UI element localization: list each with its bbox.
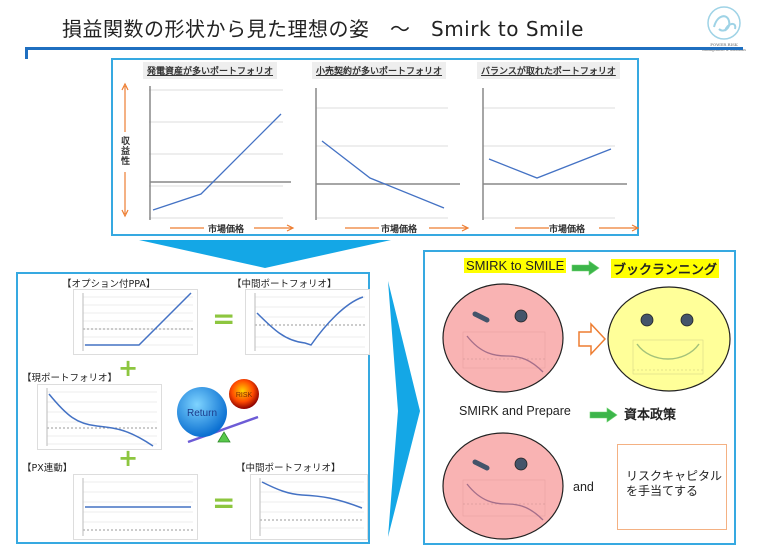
label-px-linked: 【PX連動】 [22,463,73,474]
panel-title-generation: 発電資産が多いポートフォリオ [143,62,278,79]
chart-intermediate-1 [245,289,370,355]
smirk-and-prepare-label: SMIRK and Prepare [459,404,571,418]
portfolio-composition-box: 【オプション付PPA】 【中間ポートフォリオ】 = + 【現ポートフォリオ】 R… [16,272,370,544]
label-intermediate-1: 【中間ポートフォリオ】 [232,279,337,290]
equals-operator-2: = [212,486,236,519]
down-chevron-arrow [139,240,391,268]
smile-face [607,286,731,392]
chart-option-ppa [73,289,198,355]
eye-icon [514,309,528,323]
green-arrow-icon-2 [589,407,618,423]
and-label: and [573,480,594,494]
risk-capital-line2: を手当てする [626,484,699,498]
chart-intermediate-2 [250,474,368,540]
header-divider-tick [25,47,28,59]
right-chevron-arrow [388,281,420,537]
winking-eye-icon [472,459,490,471]
eye-icon [514,457,528,471]
capital-policy-label: 資本政策 [624,408,677,423]
panel-title-retail: 小売契約が多いポートフォリオ [312,62,447,79]
hollow-right-arrow-icon [578,322,607,356]
risk-capital-line1: リスクキャピタル [626,469,723,483]
fulcrum-icon [217,431,231,443]
chart-px-linked [73,474,198,540]
svg-text:POWER RISK: POWER RISK [710,42,739,47]
svg-text:RISK: RISK [236,392,253,399]
equals-operator-1: = [212,302,236,335]
risk-sphere [229,379,259,409]
x-axis-arrow-3 [515,224,640,232]
return-risk-balance-graphic: Return RISK [177,379,259,444]
plus-operator-1: + [118,354,139,382]
smirk-face-1 [442,283,564,393]
plus-operator-2: + [118,444,139,472]
x-axis-label-3: 市場価格 [549,225,586,235]
x-axis-label-1: 市場価格 [208,225,245,235]
x-axis-arrow-1 [170,224,295,232]
x-axis-label-2: 市場価格 [381,225,418,235]
risk-capital-box: リスクキャピタル を手当てする [617,444,727,530]
chart-retail-heavy [315,88,460,220]
smirk-face-2 [442,432,564,540]
header-divider [25,47,743,50]
panel-title-balanced: バランスが取れたポートフォリオ [477,62,620,79]
book-running-label: ブックランニング [611,259,720,278]
smirk-to-smile-box: SMIRK to SMILE ブックランニング SMIRK and Prepar… [423,250,736,545]
smile-mouth-curve [636,343,700,360]
green-arrow-icon [571,260,600,276]
arrow-down-icon [121,209,129,218]
x-axis-arrow-2 [345,224,470,232]
portfolio-shapes-box: 発電資産が多いポートフォリオ 収益性 市場価格 小売契約が多いポートフォリオ [111,58,640,236]
logo-icon: POWER RISK Management & Solutions [702,6,746,52]
eye-icon [680,313,694,327]
arrow-up-icon [121,82,129,91]
chart-balanced [482,88,627,220]
smirk-mouth-curve [466,335,544,373]
return-sphere [177,387,227,437]
y-axis-label: 収益性 [119,136,129,166]
chart-generation-heavy [118,82,291,220]
label-current-portfolio: 【現ポートフォリオ】 [22,373,118,384]
svg-text:Return: Return [187,408,217,419]
label-option-ppa: 【オプション付PPA】 [62,279,156,290]
page-title: 損益関数の形状から見た理想の姿 ～ Smirk to Smile [62,17,584,41]
winking-eye-icon [472,311,490,323]
company-logo: POWER RISK Management & Solutions [697,3,751,53]
smirk-mouth-curve [466,483,544,521]
svg-text:Management & Solutions: Management & Solutions [702,48,746,52]
eye-icon [640,313,654,327]
label-intermediate-2: 【中間ポートフォリオ】 [236,463,341,474]
smirk-to-smile-label: SMIRK to SMILE [464,258,567,273]
chart-current-portfolio [37,384,162,450]
